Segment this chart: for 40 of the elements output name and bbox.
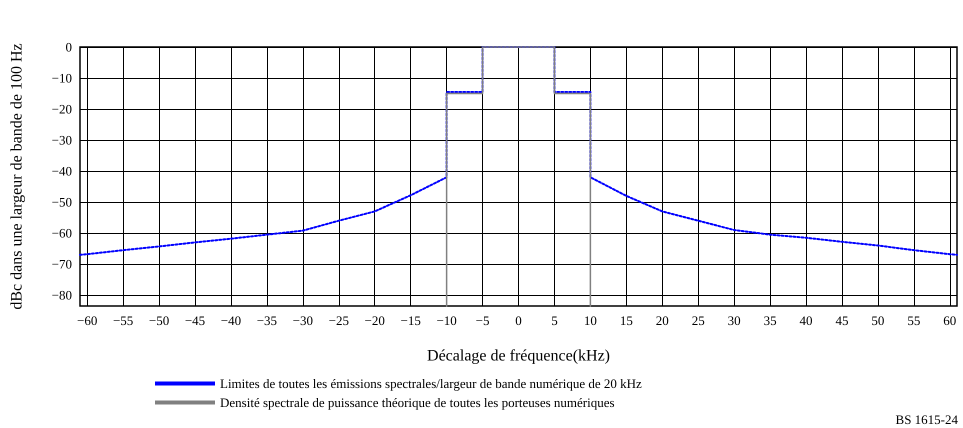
x-tick-label: 40 [800,313,813,328]
x-tick-label: 10 [584,313,597,328]
y-tick-label: −70 [52,256,72,272]
legend-label: Densité spectrale de puissance théorique de toutes les porteuses numériques [220,395,615,410]
y-tick-label: −60 [52,226,72,241]
x-tick-label: 60 [943,313,956,328]
x-tick-label: 20 [656,313,669,328]
y-tick-label: −50 [52,194,72,210]
x-tick-label: −5 [476,313,490,328]
x-tick-label: −60 [77,313,98,328]
x-tick-label: −10 [436,313,457,328]
y-axis-title: dBc dans une largeur de bande de 100 Hz [8,43,26,310]
x-tick-label: 55 [907,313,920,328]
x-tick-label: 45 [835,313,848,328]
x-tick-label: 25 [692,313,705,328]
x-tick-label: 50 [871,313,884,328]
x-tick-label: −30 [292,313,314,328]
line-series [79,46,958,256]
x-tick-label: 0 [515,313,522,328]
x-tick-label: −40 [220,313,242,328]
x-tick-label: −25 [328,313,349,328]
x-tick-label: −45 [184,313,206,328]
x-tick-label: −15 [400,313,421,328]
x-tick-label: −55 [112,313,134,328]
y-tick-label: −80 [52,288,72,303]
y-tick-label: −30 [52,132,72,148]
x-tick-label: 15 [620,313,633,328]
text: BS 1615-24 [896,412,958,427]
x-tick-label: 30 [728,313,741,328]
x-tick-label: −35 [256,313,278,328]
y-tick-label: −20 [52,102,72,117]
x-tick-label: −50 [148,313,170,328]
y-tick-label: −40 [52,164,72,179]
x-tick-label: 35 [764,313,777,328]
x-axis-title: Décalage de fréquence(kHz) [427,348,610,364]
y-tick-label: 0 [66,40,72,54]
y-tick-label: −10 [52,70,72,86]
legend-label: Limites de toutes les émissions spectrales/largeur de bande numérique de 20 kHz [220,376,642,391]
x-tick-label: −20 [364,313,385,328]
x-tick-label: 5 [551,313,558,328]
